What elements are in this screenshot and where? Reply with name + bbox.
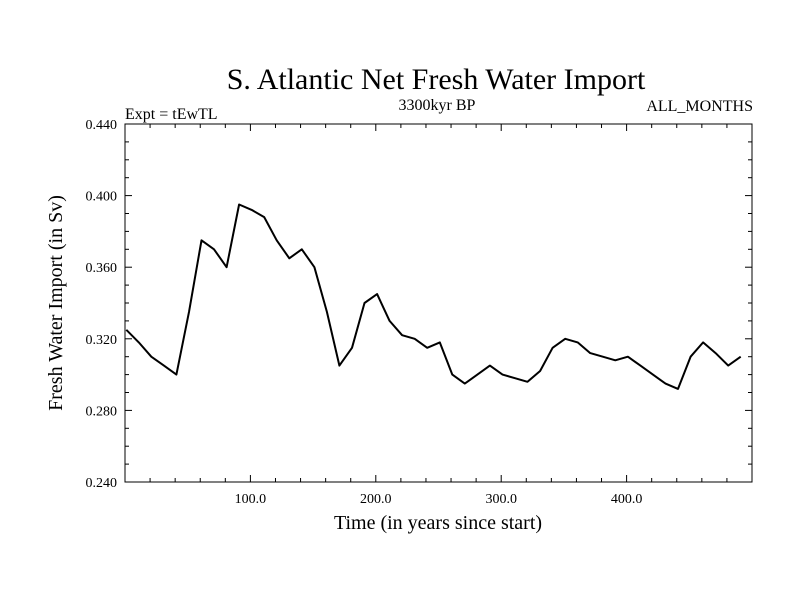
period-label: 3300kyr BP bbox=[399, 97, 476, 114]
y-axis-label: Fresh Water Import (in Sv) bbox=[45, 195, 67, 411]
x-axis-label: Time (in years since start) bbox=[334, 512, 542, 534]
y-tick-label: 0.440 bbox=[86, 118, 118, 133]
y-tick-label: 0.360 bbox=[86, 261, 118, 276]
chart-title: S. Atlantic Net Fresh Water Import bbox=[227, 63, 646, 96]
y-tick-label: 0.400 bbox=[86, 190, 118, 205]
y-tick-label: 0.240 bbox=[86, 476, 118, 491]
plot-frame bbox=[124, 123, 753, 483]
y-tick-label: 0.280 bbox=[86, 404, 118, 419]
x-tick-label: 400.0 bbox=[611, 492, 643, 507]
y-tick-label: 0.320 bbox=[86, 333, 118, 348]
series-line bbox=[125, 203, 742, 390]
x-tick-label: 300.0 bbox=[485, 492, 517, 507]
months-label: ALL_MONTHS bbox=[646, 98, 753, 115]
x-tick-label: 200.0 bbox=[360, 492, 392, 507]
x-tick-label: 100.0 bbox=[235, 492, 267, 507]
experiment-label: Expt = tEwTL bbox=[125, 106, 218, 123]
